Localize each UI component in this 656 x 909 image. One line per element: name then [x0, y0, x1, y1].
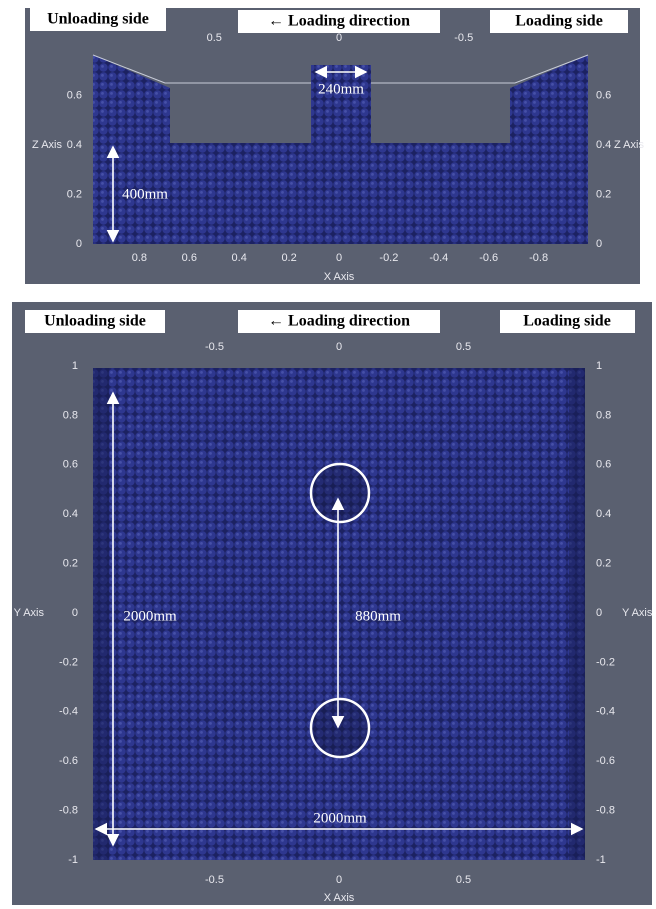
tick-label: 0 — [336, 874, 342, 886]
tick-label: -0.5 — [205, 341, 224, 353]
side-label: Unloading side — [47, 11, 149, 28]
tick-label: -0.2 — [596, 656, 615, 668]
plan-view-panel: 880mm 2000mm 2000mm Unloading side ← Loa… — [12, 302, 653, 905]
axis-title: Z Axis — [614, 139, 644, 151]
side-label: Loading side — [523, 313, 611, 330]
tick-label: 0.4 — [67, 139, 82, 151]
tick-label: 0.2 — [596, 558, 611, 570]
figure: 240mm 400mm Unloading side ← Loading dir… — [0, 0, 656, 909]
tick-label: -1 — [596, 854, 606, 866]
plate-marker — [311, 699, 369, 757]
tick-label: 0 — [336, 32, 342, 44]
dimension-label: 2000mm — [313, 810, 367, 826]
plate-marker — [311, 464, 369, 522]
tick-label: 0.6 — [182, 252, 197, 264]
tick-label: 0.4 — [232, 252, 247, 264]
tick-label: 1 — [596, 360, 602, 372]
right-wall — [569, 368, 585, 860]
tick-label: -0.6 — [479, 252, 498, 264]
tick-label: 0.2 — [596, 188, 611, 200]
axis-title: Y Axis — [622, 607, 653, 619]
tick-label: -0.4 — [59, 706, 78, 718]
tick-label: 0.2 — [281, 252, 296, 264]
tick-label: -0.4 — [429, 252, 448, 264]
tick-label: -0.4 — [596, 706, 615, 718]
tick-label: -0.5 — [454, 32, 473, 44]
tick-label: -0.6 — [59, 755, 78, 767]
tick-label: 0.4 — [596, 139, 611, 151]
tick-label: 0 — [72, 607, 78, 619]
tick-label: 0 — [596, 238, 602, 250]
tick-label: 1 — [72, 360, 78, 372]
tick-label: 0 — [336, 252, 342, 264]
side-label: Unloading side — [44, 313, 146, 330]
axis-title: X Axis — [324, 271, 355, 283]
dimension-label: 240mm — [318, 81, 364, 97]
side-view-panel: 240mm 400mm Unloading side ← Loading dir… — [25, 8, 644, 284]
direction-label: ← Loading direction — [268, 313, 410, 330]
side-label: Loading side — [515, 13, 603, 30]
dimension-label: 880mm — [355, 608, 401, 624]
tick-label: -0.2 — [379, 252, 398, 264]
tick-label: -1 — [68, 854, 78, 866]
tick-label: 0.5 — [207, 32, 222, 44]
tick-label: 0.8 — [132, 252, 147, 264]
tick-label: 0 — [596, 607, 602, 619]
tick-label: -0.8 — [59, 805, 78, 817]
tick-label: 0.4 — [63, 508, 78, 520]
dimension-label: 2000mm — [123, 608, 177, 624]
tick-label: 0.8 — [596, 409, 611, 421]
tick-label: -0.8 — [529, 252, 548, 264]
axis-title: Y Axis — [14, 607, 45, 619]
tick-label: -0.6 — [596, 755, 615, 767]
tick-label: 0.6 — [596, 459, 611, 471]
tick-label: 0.6 — [63, 459, 78, 471]
tick-label: 0.5 — [456, 874, 471, 886]
axis-title: X Axis — [324, 892, 355, 904]
tick-label: 0 — [336, 341, 342, 353]
tick-label: 0.6 — [67, 89, 82, 101]
tick-label: 0.4 — [596, 508, 611, 520]
loading-plate-column — [311, 65, 371, 145]
left-wall — [93, 368, 109, 860]
tick-label: 0.8 — [63, 409, 78, 421]
axis-title: Z Axis — [32, 139, 62, 151]
tick-label: 0.6 — [596, 89, 611, 101]
tick-label: 0.2 — [63, 558, 78, 570]
tick-label: -0.5 — [205, 874, 224, 886]
tick-label: -0.8 — [596, 805, 615, 817]
tick-label: 0.5 — [456, 341, 471, 353]
tick-label: 0 — [76, 238, 82, 250]
tick-label: -0.2 — [59, 656, 78, 668]
dimension-label: 400mm — [122, 186, 168, 202]
tick-label: 0.2 — [67, 188, 82, 200]
direction-label: ← Loading direction — [268, 13, 410, 30]
